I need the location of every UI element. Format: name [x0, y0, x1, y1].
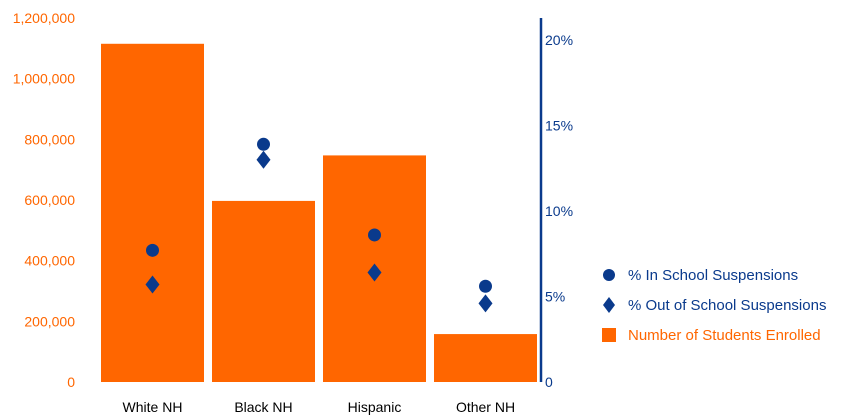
- point-out-of-school-2: [367, 263, 382, 282]
- left-tick-label: 0: [67, 374, 75, 390]
- bar-enrolled-3: [434, 334, 537, 382]
- point-out-of-school-1: [256, 150, 271, 169]
- markers-group: [145, 137, 493, 313]
- right-tick-label: 20%: [545, 32, 573, 48]
- right-tick-label: 5%: [545, 289, 565, 305]
- right-tick-label: 10%: [545, 203, 573, 219]
- category-label: Black NH: [234, 399, 292, 415]
- legend-item-enrolled: Number of Students Enrolled: [600, 320, 826, 350]
- left-tick-label: 1,000,000: [13, 71, 75, 87]
- left-tick-label: 800,000: [24, 131, 75, 147]
- left-tick-label: 400,000: [24, 253, 75, 269]
- point-in-school-3: [479, 279, 492, 293]
- x-axis: White NH Black NH Hispanic Other NH: [123, 399, 516, 415]
- left-axis: 0 200,000 400,000 600,000 800,000 1,000,000 1,…: [13, 10, 76, 390]
- left-tick-label: 600,000: [24, 192, 75, 208]
- diamond-marker-icon: [600, 297, 618, 313]
- left-tick-label: 1,200,000: [13, 10, 75, 26]
- category-label: Other NH: [456, 399, 515, 415]
- bar-enrolled-0: [101, 43, 204, 383]
- right-axis: 0 5% 10% 15% 20%: [539, 18, 573, 390]
- legend-item-in-school: % In School Suspensions: [600, 260, 826, 290]
- category-label: White NH: [123, 399, 183, 415]
- right-tick-label: 0: [545, 374, 553, 390]
- point-in-school-0: [146, 243, 159, 257]
- bars-group: [101, 43, 537, 383]
- left-tick-label: 200,000: [24, 313, 75, 329]
- legend-item-out-of-school: % Out of School Suspensions: [600, 290, 826, 320]
- legend: % In School Suspensions % Out of School …: [600, 260, 826, 350]
- legend-label-enrolled: Number of Students Enrolled: [628, 326, 821, 344]
- square-marker-icon: [600, 327, 618, 343]
- legend-label-in-school: % In School Suspensions: [628, 266, 799, 284]
- point-in-school-2: [368, 228, 381, 242]
- bar-enrolled-1: [212, 200, 315, 382]
- point-in-school-1: [257, 137, 270, 151]
- right-tick-label: 15%: [545, 118, 573, 134]
- point-out-of-school-0: [145, 275, 160, 294]
- legend-label-out-of-school: % Out of School Suspensions: [628, 296, 827, 314]
- category-label: Hispanic: [348, 399, 402, 415]
- circle-marker-icon: [600, 268, 618, 282]
- point-out-of-school-3: [478, 294, 493, 313]
